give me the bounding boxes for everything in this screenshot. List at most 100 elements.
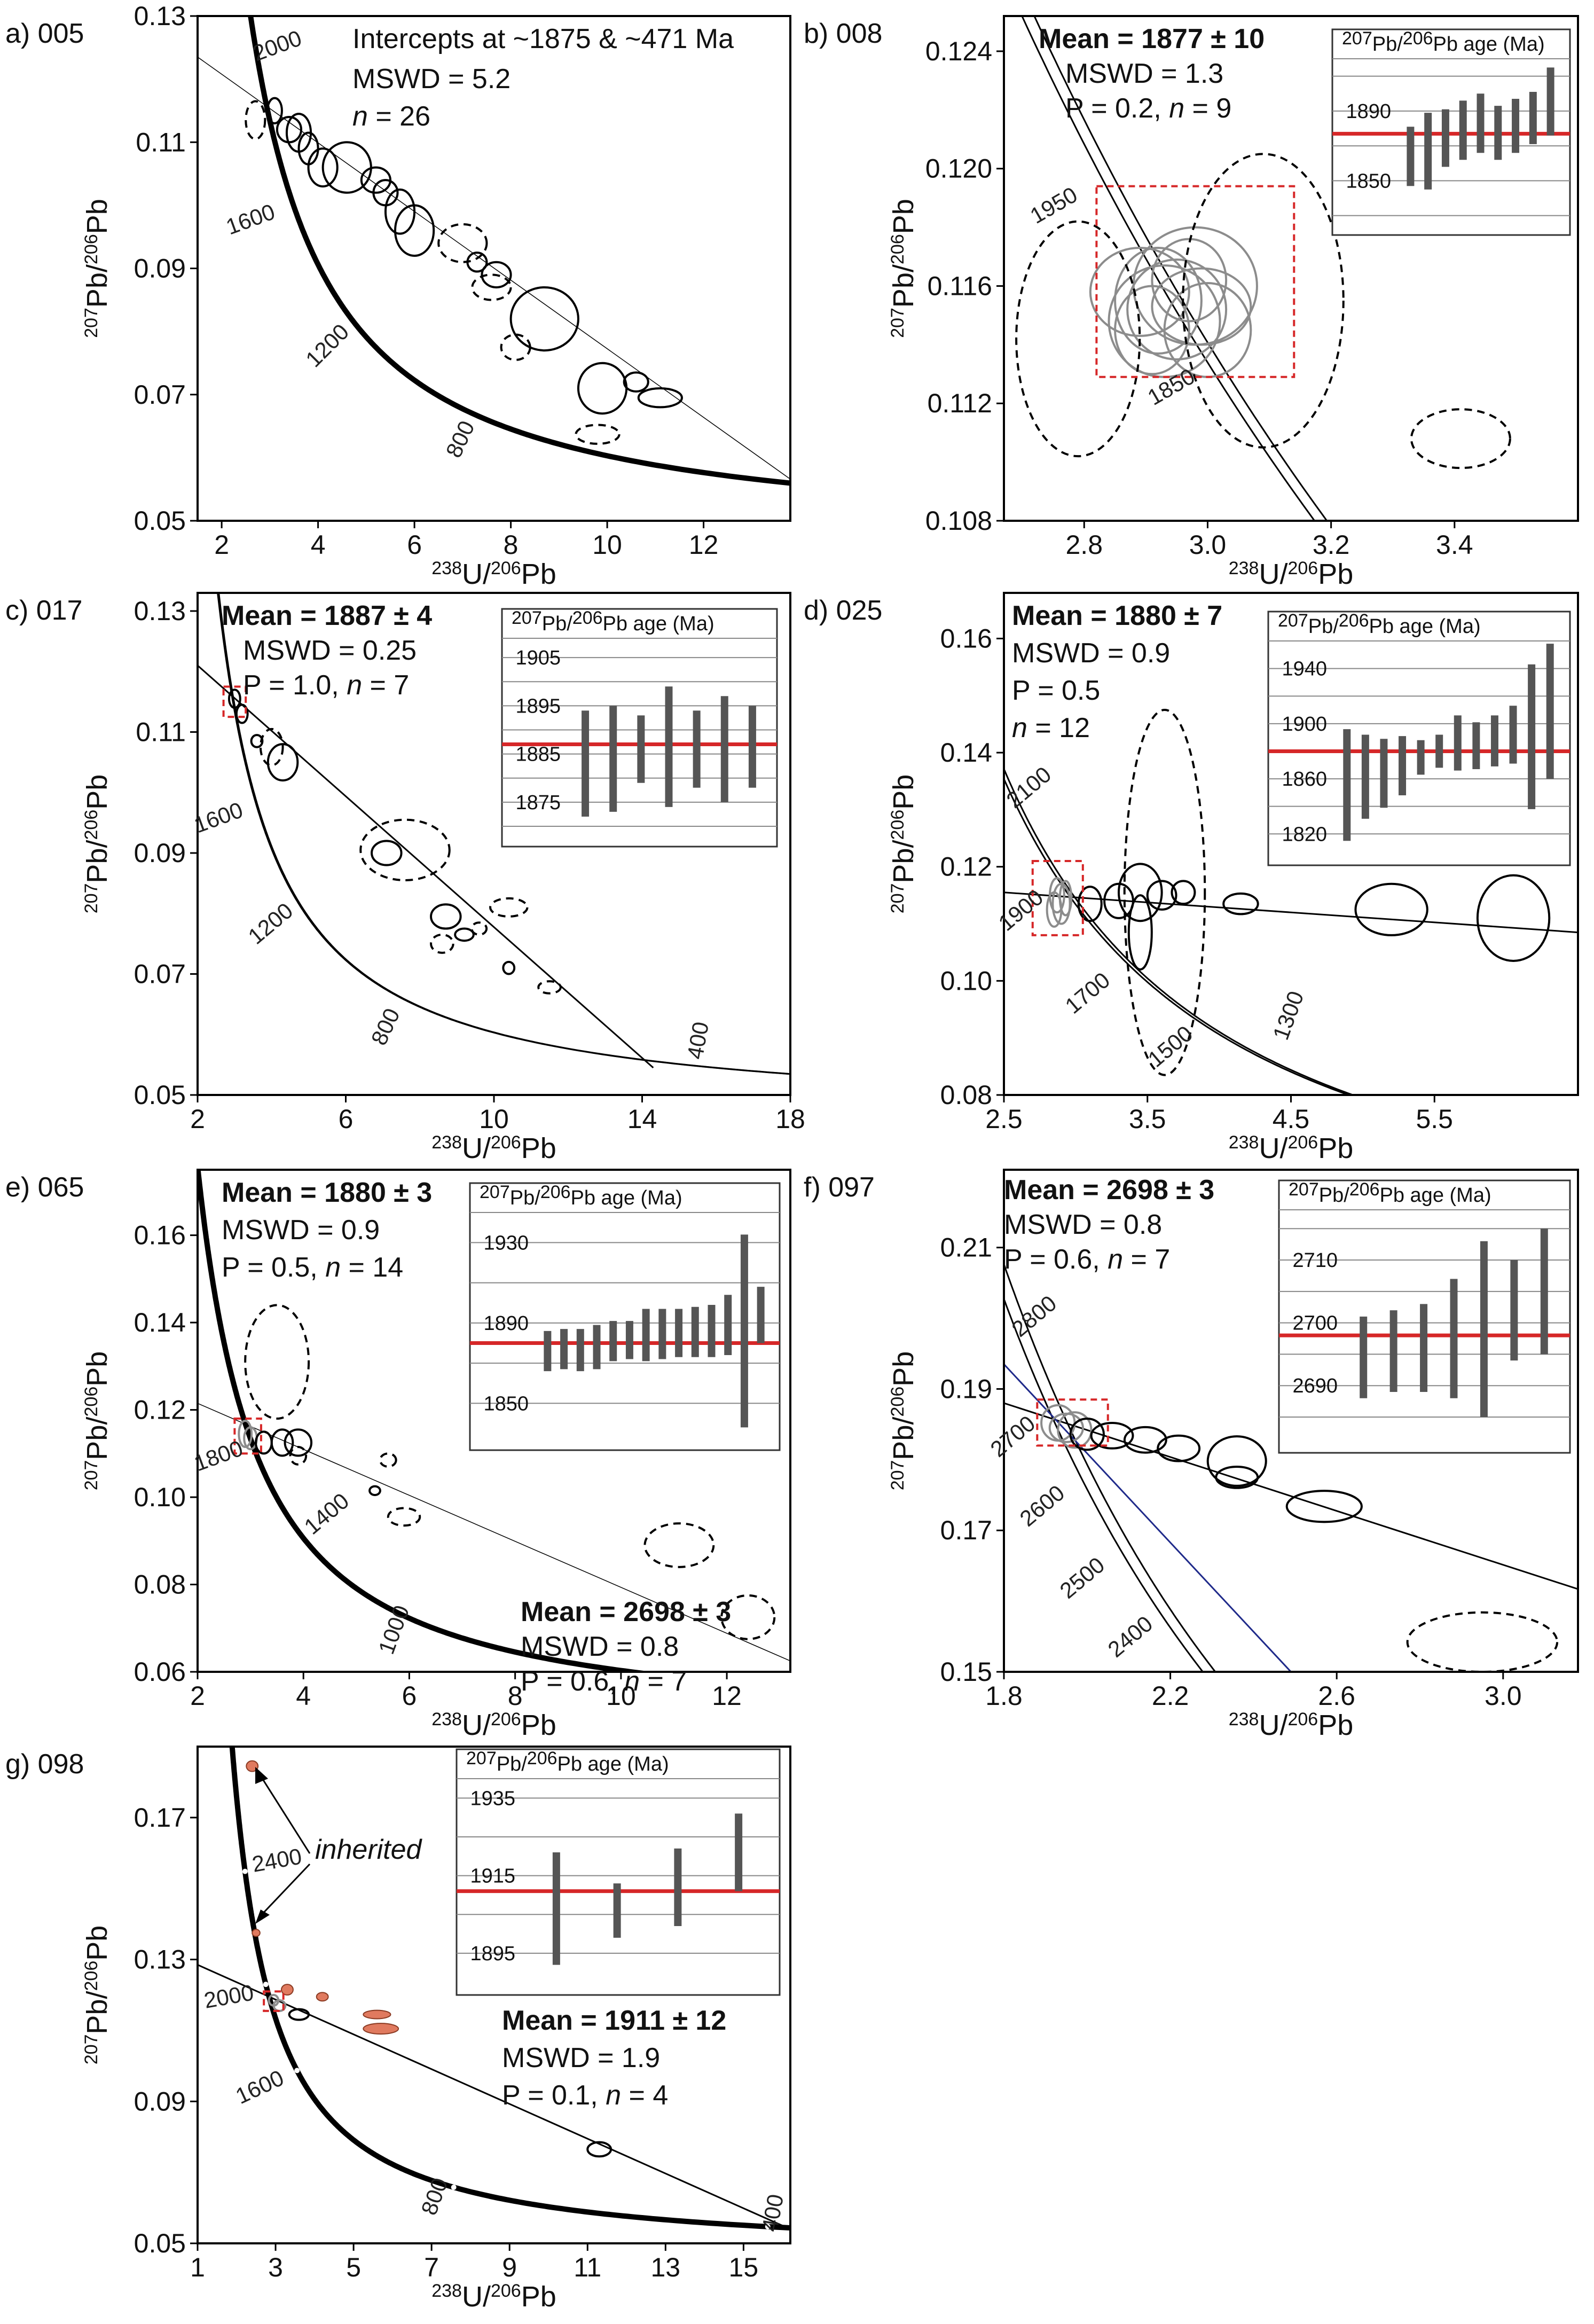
- concordia-age-label: 1300: [1268, 988, 1308, 1043]
- inset-y-tick: 2700: [1292, 1312, 1338, 1335]
- x-tick-label: 3.2: [1313, 530, 1350, 560]
- data-ellipse: [466, 251, 488, 273]
- x-tick-label: 2: [190, 1681, 205, 1711]
- data-ellipse: [1090, 1421, 1134, 1450]
- discordia-line-alt-f: [1004, 1364, 1292, 1672]
- data-ellipse: [387, 1507, 421, 1527]
- data-ellipse: [270, 1428, 294, 1457]
- data-ellipse: [1114, 285, 1190, 375]
- svg-text:238U/206Pb: 238U/206Pb: [431, 558, 556, 590]
- data-ellipse: [586, 2141, 613, 2158]
- annotation-d: n = 12: [1012, 713, 1090, 744]
- plot-frame-b: [1003, 15, 1579, 522]
- x-tick-label: 2.8: [1066, 530, 1103, 560]
- concordia-age-label: 2400: [250, 1843, 303, 1877]
- annotation-c: Mean = 1887 ± 4: [222, 600, 432, 631]
- y-tick-label: 0.05: [134, 1080, 186, 1110]
- data-ellipse: [502, 960, 516, 975]
- annotation-g: MSWD = 1.9: [502, 2043, 660, 2073]
- annotation-e: P = 0.6, n = 7: [521, 1666, 687, 1697]
- y-axis-label-d: 207Pb/206Pb: [888, 774, 920, 914]
- concordia-age-label: 2800: [1007, 1290, 1062, 1342]
- inset-y-tick: 1875: [515, 792, 561, 814]
- data-ellipse: [1123, 708, 1206, 1076]
- inset-age-plot-c: 207Pb/206Pb age (Ma) 1875 1885 1895 1905: [501, 608, 778, 848]
- data-ellipse: [384, 188, 416, 235]
- inset-y-tick: 1895: [470, 1943, 515, 1965]
- y-tick-label: 0.09: [134, 254, 186, 284]
- data-ellipse: [1151, 238, 1228, 323]
- discordia-line-f: [1004, 1402, 1578, 1590]
- data-ellipse: [471, 273, 512, 301]
- inset-y-tick: 1895: [515, 695, 561, 717]
- concordia-age-marker: [765, 2224, 771, 2229]
- concordia-age-label: 2000: [249, 25, 305, 66]
- concordia-age-marker: [451, 2185, 457, 2190]
- y-tick-label: 0.10: [940, 966, 992, 996]
- plot-area-e: [198, 1170, 790, 1672]
- data-ellipse: [238, 1420, 253, 1449]
- y-tick-label: 0.120: [925, 154, 992, 184]
- data-ellipse: [1127, 894, 1153, 971]
- x-axis-label-c: 238U/206Pb: [431, 1132, 556, 1164]
- y-tick-label: 0.09: [134, 2086, 186, 2116]
- y-axis-label-c: 207Pb/206Pb: [81, 774, 113, 914]
- data-ellipse: [244, 1304, 310, 1420]
- data-ellipse: [720, 1594, 776, 1640]
- discordia-line-c: [198, 664, 654, 1069]
- x-tick-label: 2: [214, 530, 229, 560]
- data-ellipse: [288, 2008, 310, 2021]
- inset-age-plot-b: 207Pb/206Pb age (Ma) 1850 1890: [1331, 28, 1571, 236]
- inset-y-tick: 1905: [515, 647, 561, 669]
- annotation-b: Mean = 1877 ± 10: [1039, 24, 1265, 54]
- data-ellipse: [1182, 153, 1345, 449]
- inset-y-tick: 1930: [483, 1232, 529, 1254]
- annotation-c: MSWD = 0.25: [243, 635, 417, 666]
- concordia-envelope-c: [218, 593, 790, 1075]
- y-tick-label: 0.116: [928, 271, 992, 301]
- discordia-line-a: [198, 57, 790, 480]
- y-tick-label: 0.14: [940, 738, 992, 768]
- concordia-age-label: 2700: [986, 1411, 1040, 1462]
- svg-text:207Pb/206Pb: 207Pb/206Pb: [81, 774, 113, 914]
- panel-label-f: f) 097: [804, 1172, 875, 1203]
- data-ellipse: [379, 1452, 397, 1468]
- plot-area-c: [198, 593, 790, 1075]
- y-tick-label: 0.21: [940, 1233, 992, 1263]
- data-ellipse: [1476, 874, 1551, 962]
- svg-text:238U/206Pb: 238U/206Pb: [431, 1709, 556, 1741]
- concordia-age-label: 400: [682, 1020, 713, 1061]
- x-tick-label: 4: [311, 530, 326, 560]
- concordia-age-marker: [263, 1982, 269, 1987]
- data-ellipse: [1171, 880, 1196, 905]
- x-tick-label: 6: [402, 1681, 417, 1711]
- annotation-d: P = 0.5: [1012, 675, 1100, 706]
- data-ellipse: [284, 1428, 313, 1457]
- y-tick-label: 0.14: [134, 1308, 186, 1337]
- svg-text:207Pb/206Pb: 207Pb/206Pb: [81, 199, 113, 338]
- data-ellipse: [489, 897, 529, 918]
- x-tick-label: 2.2: [1152, 1681, 1189, 1711]
- x-tick-label: 18: [775, 1104, 805, 1134]
- panel-label-g: g) 098: [5, 1749, 84, 1780]
- zoom-box-d: [1031, 860, 1084, 936]
- concordia-age-label: 1600: [191, 797, 246, 838]
- annotation-c: P = 1.0, n = 7: [243, 670, 409, 701]
- x-tick-label: 4: [296, 1681, 311, 1711]
- data-ellipse: [537, 980, 562, 995]
- svg-text:207Pb/206Pb: 207Pb/206Pb: [81, 1926, 113, 2065]
- data-ellipse: [1146, 880, 1177, 911]
- data-ellipse: [394, 204, 435, 257]
- data-ellipse: [1058, 880, 1073, 917]
- panel-f: f) 097 1.8 2.2 2.6 3.0 0.15 0.17 0.19 0.21 238U/2…: [804, 1169, 1579, 1741]
- y-tick-label: 0.08: [134, 1570, 186, 1600]
- concordia-age-label: 1200: [244, 898, 298, 949]
- plot-area-f: [1004, 1262, 1578, 1672]
- x-axis-label-a: 238U/206Pb: [431, 558, 556, 590]
- inset-y-tick: 1935: [470, 1787, 515, 1810]
- x-tick-label: 10: [479, 1104, 509, 1134]
- data-ellipse: [575, 424, 621, 445]
- y-tick-label: 0.112: [928, 388, 992, 418]
- inset-y-tick: 1850: [483, 1392, 529, 1415]
